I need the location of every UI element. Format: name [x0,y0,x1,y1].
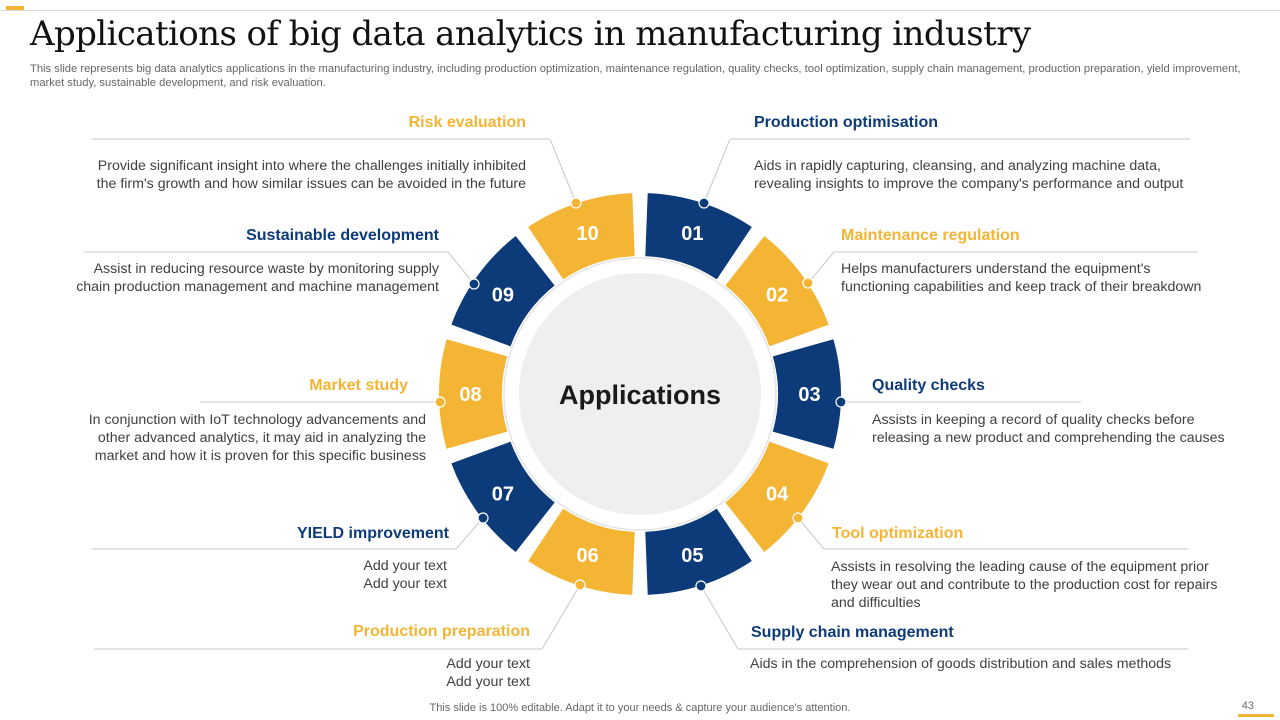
desc-risk-evaluation: Provide significant insight into where t… [96,158,526,192]
heading-tool-optimization: Tool optimization [832,525,964,542]
segment-number-09: 09 [492,284,514,306]
connector-dot-07 [477,512,489,524]
connector-line-04 [797,517,1188,550]
desc-sustainable-development: Assist in reducing resource waste by mon… [76,261,439,295]
connector-dot-04 [792,512,804,524]
slide-title: Applications of big data analytics in ma… [30,14,1031,54]
footer-note: This slide is 100% editable. Adapt it to… [429,702,851,714]
heading-quality-checks: Quality checks [872,377,985,394]
segment-number-02: 02 [766,284,788,306]
desc-tool-optimization: Assists in resolving the leading cause o… [831,559,1218,611]
top-accent [6,6,24,10]
desc-production-preparation: Add your text Add your text [446,656,530,690]
page-number-accent [1238,714,1274,717]
segment-04 [725,441,829,552]
segment-number-07: 07 [492,484,514,506]
segment-number-08: 08 [459,384,481,406]
heading-yield-improvement: YIELD improvement [296,525,449,542]
segment-number-01: 01 [681,223,703,245]
connector-dot-05 [695,580,707,592]
segment-06 [528,508,635,595]
desc-market-study: In conjunction with IoT technology advan… [88,412,426,464]
desc-quality-checks: Assists in keeping a record of quality c… [872,412,1225,446]
desc-supply-chain-management: Aids in the comprehension of goods distr… [750,656,1172,672]
connector-lines [84,138,1198,650]
desc-yield-improvement: Add your text Add your text [363,558,447,592]
heading-maintenance-regulation: Maintenance regulation [841,227,1020,244]
connector-dot-03 [835,396,847,408]
connector-dot-09 [468,278,480,290]
heading-sustainable-development: Sustainable development [246,227,439,244]
connector-dot-02 [802,277,814,289]
connector-dot-08 [434,396,446,408]
connector-dot-06 [574,579,586,591]
top-bar [0,0,1280,11]
segment-03 [772,339,841,449]
heading-supply-chain-management: Supply chain management [751,624,954,641]
heading-production-preparation: Production preparation [353,623,530,640]
slide-subtitle: This slide represents big data analytics… [30,63,1241,89]
center-label: Applications [559,380,721,410]
connector-dot-01 [698,197,710,209]
desc-production-optimisation: Aids in rapidly capturing, cleansing, an… [754,158,1184,192]
connector-line-02 [807,251,1198,284]
page-number: 43 [1241,700,1254,712]
connector-line-09 [84,251,475,285]
segment-number-10: 10 [576,223,598,245]
connector-dots [434,197,847,592]
connector-line-01 [703,138,1190,204]
center-circle [519,273,761,515]
segment-05 [645,508,752,595]
segment-01 [645,193,752,280]
connector-dot-10 [570,197,582,209]
segment-02 [725,236,829,347]
segment-number-06: 06 [576,545,598,567]
segment-09 [451,236,555,347]
segment-07 [451,441,555,552]
segment-ring: 01 02 03 04 05 06 07 08 09 10 [439,193,841,595]
segment-number-04: 04 [766,484,789,506]
desc-maintenance-regulation: Helps manufacturers understand the equip… [841,261,1202,295]
heading-market-study: Market study [309,377,408,394]
connector-line-07 [92,517,484,550]
segment-08 [439,339,508,449]
segment-number-03: 03 [798,384,820,406]
connector-line-05 [700,585,1188,650]
connector-line-10 [92,138,577,204]
segment-number-05: 05 [681,545,703,567]
heading-production-optimisation: Production optimisation [754,114,938,131]
heading-risk-evaluation: Risk evaluation [408,114,526,131]
segment-10 [528,193,635,280]
connector-line-06 [94,584,581,650]
